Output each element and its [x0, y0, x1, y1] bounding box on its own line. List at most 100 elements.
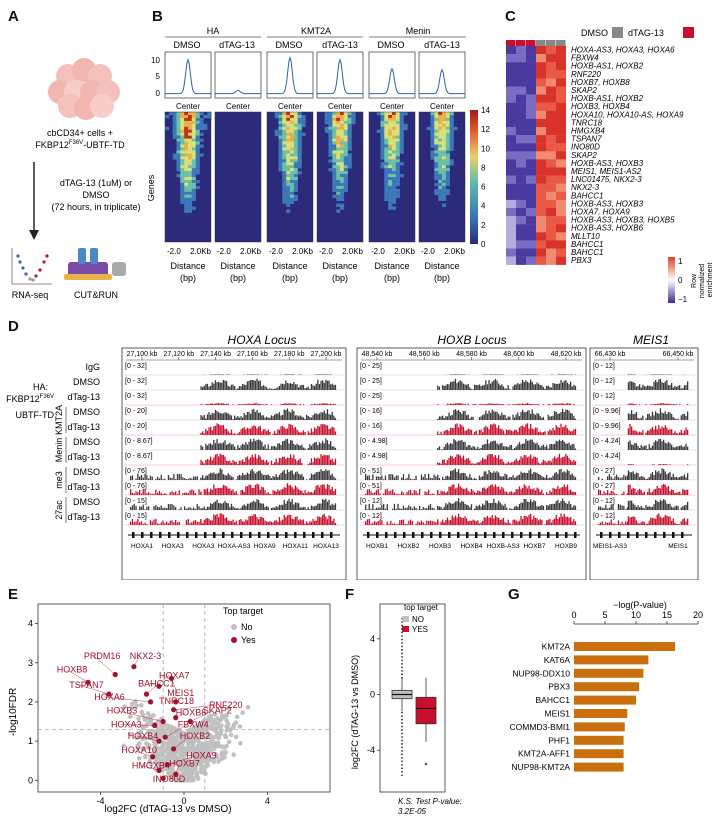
signal-bar [227, 461, 229, 465]
signal-bar [290, 412, 292, 420]
heatmap-cell [388, 150, 393, 154]
signal-bar [277, 443, 279, 450]
signal-bar [574, 521, 577, 525]
signal-bar [509, 445, 511, 450]
c-heat-cell [536, 159, 546, 168]
heatmap-cell [442, 115, 447, 119]
signal-bar [637, 490, 639, 495]
exon [609, 532, 612, 538]
signal-bar [509, 477, 511, 480]
profile-box [368, 51, 416, 99]
signal-bar [671, 414, 673, 420]
heatmap-cell [282, 129, 287, 133]
signal-bar [264, 461, 266, 465]
signal-bar [334, 384, 337, 390]
heatmap-cell [343, 185, 348, 190]
heatmap-cell [180, 120, 185, 125]
signal-bar [663, 439, 665, 450]
signal-bar [288, 403, 290, 405]
signal-bar [498, 425, 500, 435]
signal-bar [466, 476, 468, 480]
e-point-no [209, 722, 214, 728]
signal-bar [250, 379, 252, 390]
signal-bar [485, 500, 487, 510]
signal-bar [293, 428, 295, 435]
signal-bar [322, 373, 324, 375]
coord-tick: 48,620 kb [551, 351, 582, 358]
heatmap-cell [293, 112, 298, 116]
signal-bar [306, 521, 308, 525]
heatmap-cell [191, 153, 196, 157]
signal-bar [157, 506, 159, 510]
signal-bar [259, 456, 261, 465]
heatmap-cell [380, 117, 385, 122]
exon [150, 532, 153, 538]
c-heat-cell [536, 143, 546, 152]
heatmap-cell [384, 123, 389, 128]
heatmap-cell [293, 194, 298, 198]
signal-bar [203, 463, 205, 465]
signal-bar [334, 431, 337, 435]
signal-bar [533, 413, 535, 420]
heatmap-cell [445, 141, 450, 145]
heatmap-cell [188, 126, 193, 131]
g-xtick: 20 [693, 610, 703, 620]
signal-bar [232, 404, 234, 405]
heatmap-cell [336, 174, 341, 178]
signal-bar [450, 403, 452, 405]
track-range: [0 - 4.24] [593, 453, 621, 460]
signal-bar [502, 517, 505, 525]
signal-bar [478, 523, 481, 525]
signal-bar [322, 484, 324, 495]
heatmap-cell [191, 191, 196, 196]
heatmap-cell [380, 129, 385, 133]
heatmap-cell [434, 182, 439, 187]
signal-bar [507, 447, 509, 450]
signal-bar [509, 404, 511, 405]
signal-bar [218, 424, 220, 435]
signal-bar [162, 520, 164, 525]
heatmap-cell [180, 132, 185, 136]
heatmap-cell [430, 129, 435, 133]
signal-bar [234, 507, 236, 510]
heatmap-cell [380, 138, 385, 142]
signal-bar [286, 469, 289, 480]
heatmap-cell [282, 159, 287, 163]
signal-bar [270, 460, 273, 465]
signal-bar [629, 440, 631, 450]
signal-bar [254, 426, 257, 435]
heatmap-cell [191, 126, 196, 131]
heatmap-cell [195, 144, 200, 148]
c-heat-cell [546, 110, 556, 120]
signal-bar [499, 415, 501, 420]
c-gene-label: MEIS1, MEIS1-AS2 [571, 167, 642, 176]
signal-bar [320, 503, 322, 510]
signal-bar [634, 505, 636, 510]
heatmap-cell [438, 180, 443, 184]
signal-bar [309, 388, 311, 390]
heatmap-cell [403, 112, 408, 116]
heatmap-cell [438, 194, 443, 198]
signal-bar [685, 489, 687, 495]
heatmap-cell [395, 147, 400, 151]
signal-bar [266, 404, 268, 405]
heatmap-cell [172, 132, 177, 136]
e-point-no [194, 758, 199, 763]
heatmap-cell [195, 120, 200, 125]
signal-bar [222, 474, 225, 480]
signal-bar [322, 403, 324, 405]
signal-bar [528, 440, 530, 450]
signal-bar [290, 403, 292, 405]
signal-bar [571, 374, 573, 375]
signal-bar [482, 457, 484, 465]
signal-bar [661, 464, 663, 465]
signal-bar [643, 477, 646, 480]
signal-bar [267, 389, 269, 390]
signal-bar [469, 507, 471, 510]
signal-bar [246, 503, 249, 510]
signal-bar [433, 493, 435, 495]
signal-bar [461, 381, 463, 390]
c-heat-cell [536, 248, 546, 257]
signal-bar [365, 521, 367, 525]
signal-bar [189, 490, 191, 495]
